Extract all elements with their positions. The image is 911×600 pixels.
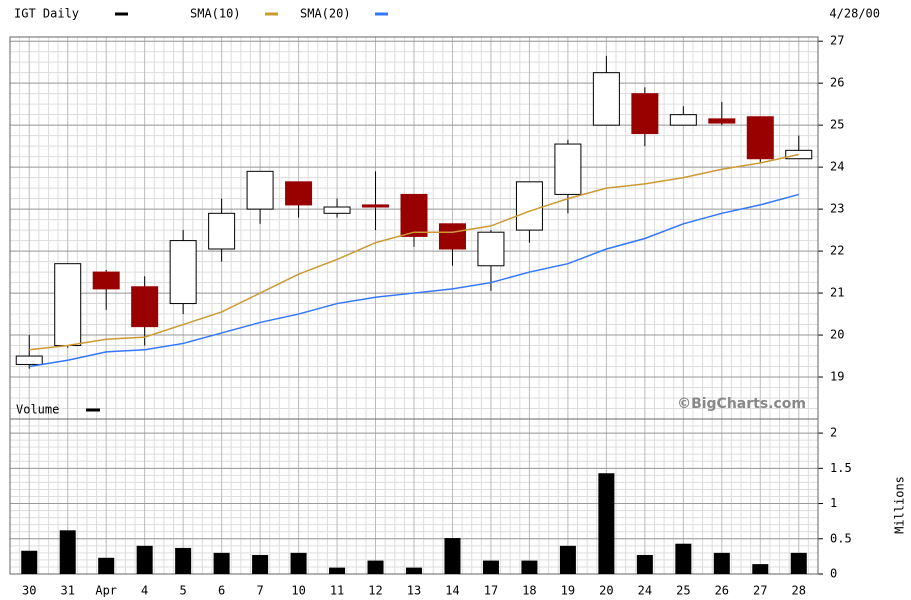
x-tick-label: 5 [180, 584, 187, 598]
x-tick-label: 26 [715, 584, 729, 598]
sma-line [29, 193, 799, 368]
legend-label: IGT Daily [14, 7, 79, 21]
x-tick-label: 19 [561, 584, 575, 598]
volume-bar [252, 554, 269, 574]
volume-bar [444, 538, 461, 574]
y-tick-label: 1.5 [830, 461, 852, 475]
x-tick-label: 7 [256, 584, 263, 598]
candle-body [131, 286, 159, 328]
volume-bar [790, 552, 807, 574]
x-tick-label: 12 [368, 584, 382, 598]
x-tick-label: 20 [599, 584, 613, 598]
volume-bar [21, 550, 38, 574]
y-tick-label: 23 [830, 202, 844, 216]
volume-bar [290, 552, 307, 574]
legend-label: SMA(10) [190, 7, 241, 21]
volume-bar [136, 545, 153, 574]
candle-body [592, 72, 620, 126]
candle-body [708, 118, 736, 124]
candle-body [169, 240, 197, 305]
y-tick-label: 25 [830, 118, 844, 132]
volume-bar [636, 554, 653, 574]
y-tick-label: 2 [830, 426, 837, 440]
candle-body [92, 271, 120, 290]
x-tick-label: 11 [330, 584, 344, 598]
y-axis-title: Millions [893, 476, 907, 534]
volume-bar [367, 560, 384, 574]
y-tick-label: 21 [830, 286, 844, 300]
candle-body [785, 149, 813, 160]
volume-bar [598, 473, 615, 574]
sma-line [29, 153, 799, 351]
x-tick-label: 17 [484, 584, 498, 598]
x-tick-label: 24 [638, 584, 652, 598]
volume-bar [213, 552, 230, 574]
volume-bar [752, 564, 769, 574]
legend-label: SMA(20) [300, 7, 351, 21]
y-tick-label: 22 [830, 244, 844, 258]
volume-bar [329, 567, 346, 574]
x-tick-label: 6 [218, 584, 225, 598]
y-tick-label: 27 [830, 34, 844, 48]
x-tick-label: 30 [22, 584, 36, 598]
x-tick-label: Apr [95, 584, 117, 598]
candle-body [554, 143, 582, 195]
candle-body [400, 193, 428, 237]
y-tick-label: 19 [830, 370, 844, 384]
watermark: ©BigCharts.com [677, 396, 806, 412]
candle-body [246, 170, 274, 210]
volume-bar [175, 547, 192, 574]
y-tick-label: 24 [830, 160, 844, 174]
volume-bar [675, 543, 692, 574]
candle-body [15, 355, 43, 365]
y-tick-label: 20 [830, 328, 844, 342]
legend-label: Volume [16, 403, 59, 417]
candle-body [669, 114, 697, 126]
x-tick-label: 4 [141, 584, 148, 598]
volume-bar [559, 545, 576, 574]
candle-body [631, 93, 659, 135]
x-tick-label: 31 [60, 584, 74, 598]
x-tick-label: 25 [676, 584, 690, 598]
y-tick-label: 0.5 [830, 531, 852, 545]
volume-bar [482, 560, 499, 574]
x-tick-label: 28 [792, 584, 806, 598]
volume-bar [713, 552, 730, 574]
volume-bar [521, 560, 538, 574]
candle-body [285, 181, 313, 206]
x-tick-label: 18 [522, 584, 536, 598]
x-tick-label: 27 [753, 584, 767, 598]
candle-body [323, 206, 351, 214]
candle-body [208, 212, 236, 250]
candle-body [438, 223, 466, 250]
y-tick-label: 0 [830, 567, 837, 581]
x-tick-label: 13 [407, 584, 421, 598]
candle-body [477, 231, 505, 267]
volume-bar [98, 557, 115, 574]
candle-body [746, 116, 774, 160]
date-label: 4/28/00 [829, 7, 880, 21]
candle-body [54, 263, 82, 347]
candle-body [362, 204, 390, 208]
volume-bar [406, 567, 422, 574]
x-tick-label: 10 [291, 584, 305, 598]
y-tick-label: 1 [830, 496, 837, 510]
volume-bar [59, 530, 76, 574]
y-tick-label: 26 [830, 76, 844, 90]
x-tick-label: 14 [445, 584, 459, 598]
candle-body [515, 181, 543, 231]
